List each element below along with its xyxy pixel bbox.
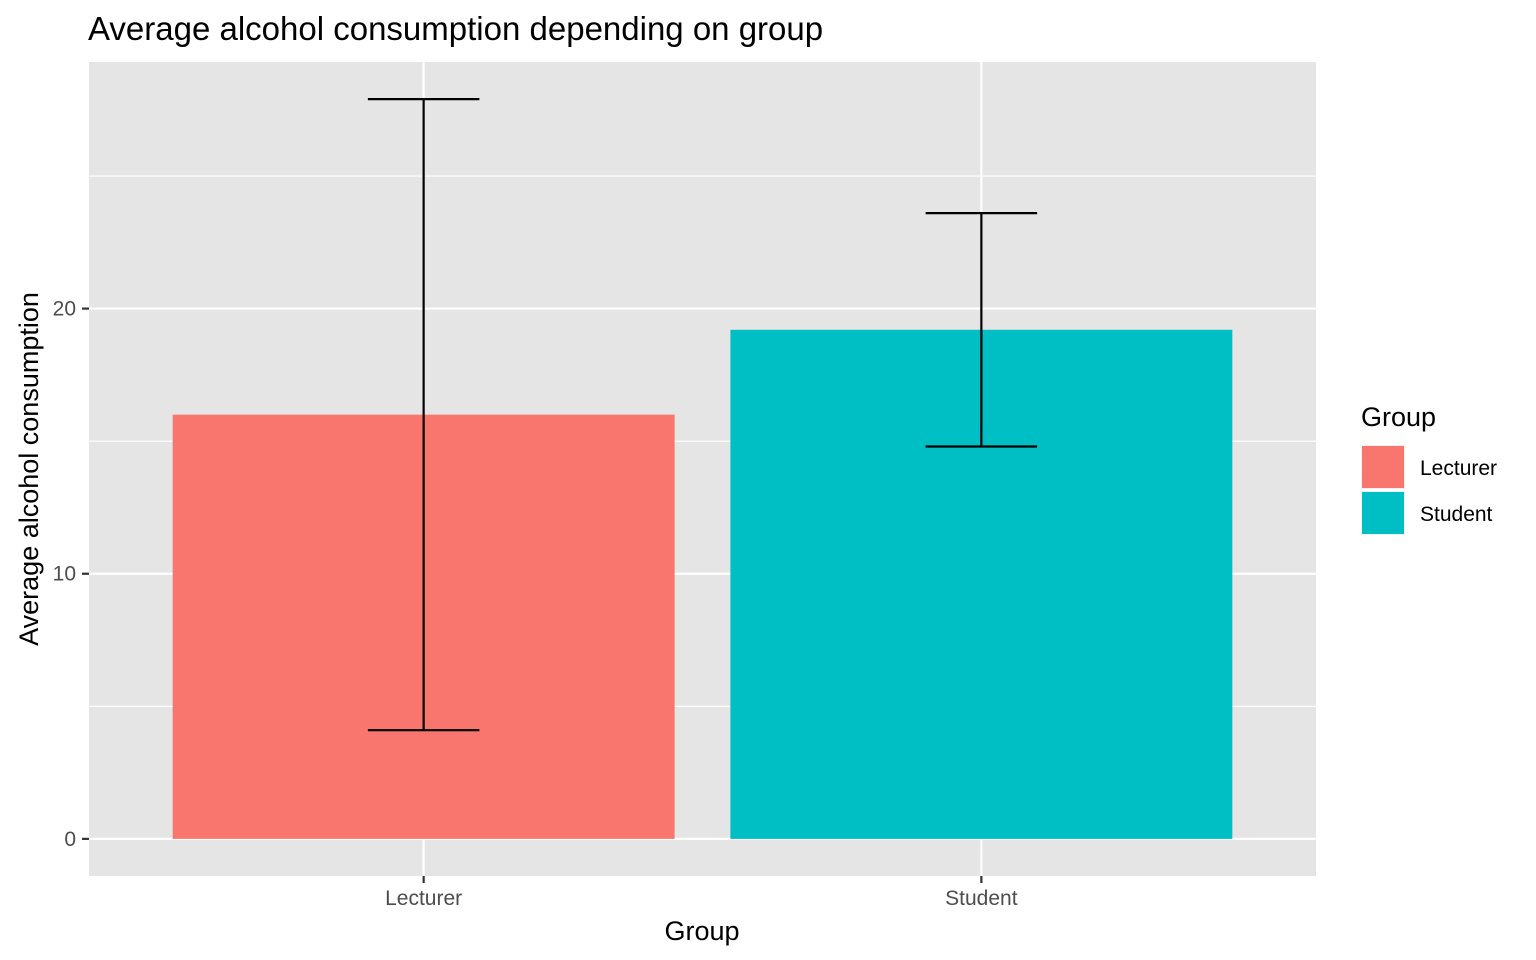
chart-title: Average alcohol consumption depending on… [88,10,823,47]
y-tick-label: 10 [53,563,76,586]
y-tick-label: 0 [64,828,76,851]
y-tick-label: 20 [53,298,76,321]
legend-swatch-lecturer [1362,446,1404,488]
legend: Group Lecturer Student [1361,402,1497,535]
x-tick-label: Lecturer [385,887,462,910]
y-axis: 0 10 20 [53,298,89,851]
x-axis-title: Group [664,916,739,946]
legend-label-student: Student [1420,503,1493,526]
y-axis-title: Average alcohol consumption [14,292,44,646]
error-bars [367,98,1038,732]
legend-label-lecturer: Lecturer [1420,457,1497,480]
x-tick-label: Student [945,887,1018,910]
legend-title: Group [1361,402,1436,432]
legend-swatch-student [1362,492,1404,534]
x-axis: Lecturer Student [385,876,1018,910]
